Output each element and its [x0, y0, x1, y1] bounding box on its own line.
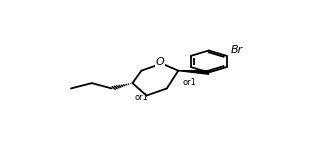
Text: or1: or1 [182, 78, 196, 87]
Text: or1: or1 [134, 93, 149, 102]
Polygon shape [178, 71, 209, 74]
Text: Br: Br [231, 45, 243, 55]
Text: O: O [155, 57, 164, 67]
